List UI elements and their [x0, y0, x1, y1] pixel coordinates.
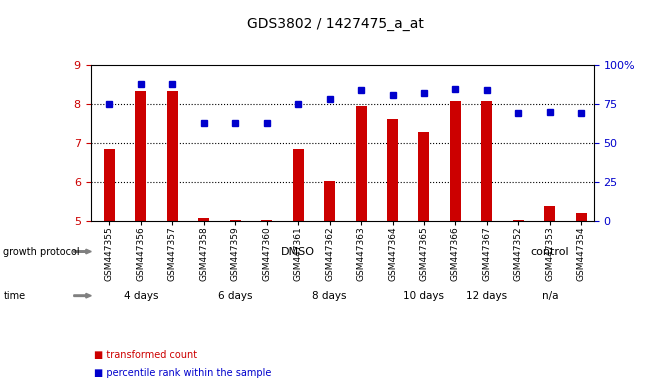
Bar	[293, 149, 304, 221]
Text: n/a: n/a	[541, 291, 558, 301]
Bar	[136, 91, 146, 221]
Text: 6 days: 6 days	[218, 291, 252, 301]
Bar	[356, 106, 366, 221]
Text: time: time	[3, 291, 25, 301]
Text: GDS3802 / 1427475_a_at: GDS3802 / 1427475_a_at	[247, 17, 424, 31]
Bar	[229, 220, 241, 221]
Bar	[104, 149, 115, 221]
Bar	[419, 132, 429, 221]
Text: 10 days: 10 days	[403, 291, 444, 301]
Text: ■ transformed count: ■ transformed count	[94, 350, 197, 360]
Bar	[450, 101, 461, 221]
Text: DMSO: DMSO	[281, 247, 315, 257]
Bar	[199, 218, 209, 221]
Bar	[481, 101, 493, 221]
Text: ■ percentile rank within the sample: ■ percentile rank within the sample	[94, 368, 271, 378]
Bar	[167, 91, 178, 221]
Text: control: control	[531, 247, 569, 257]
Text: 8 days: 8 days	[313, 291, 347, 301]
Text: 12 days: 12 days	[466, 291, 507, 301]
Text: 4 days: 4 days	[123, 291, 158, 301]
Bar	[513, 220, 524, 221]
Bar	[544, 206, 556, 221]
Bar	[576, 213, 586, 221]
Bar	[387, 119, 398, 221]
Bar	[324, 181, 335, 221]
Text: growth protocol: growth protocol	[3, 247, 80, 257]
Bar	[261, 220, 272, 221]
